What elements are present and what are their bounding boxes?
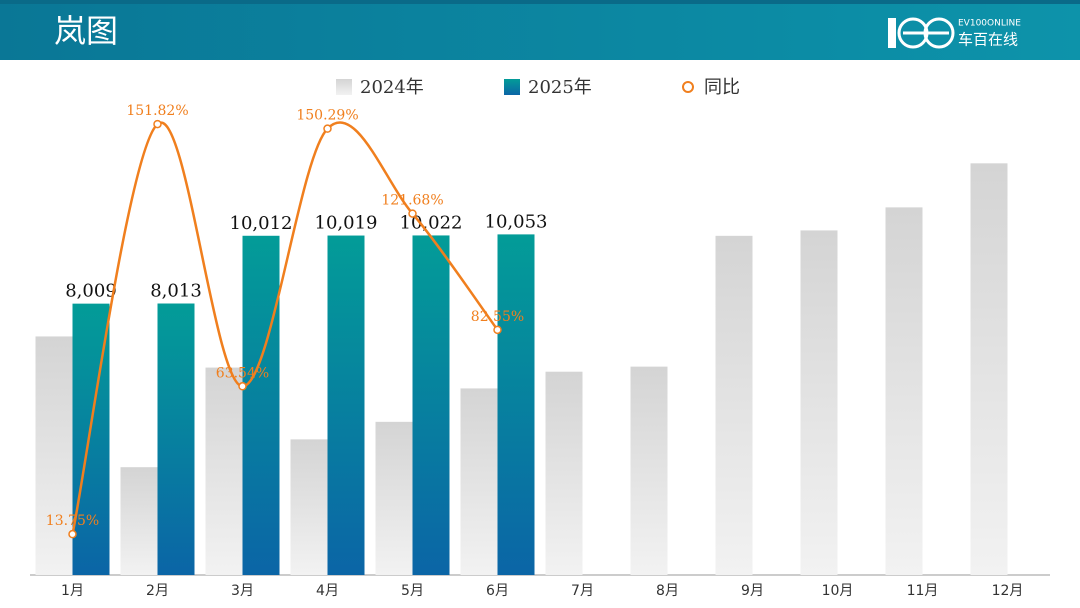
x-tick-label: 9月 (741, 583, 764, 599)
yoy-marker (153, 119, 162, 129)
bar (120, 467, 158, 575)
bar (715, 235, 753, 575)
data-label: 10,053 (485, 211, 548, 232)
bar (242, 235, 280, 575)
x-tick-label: 6月 (486, 583, 509, 599)
x-tick-label: 10月 (822, 583, 854, 599)
yoy-marker (493, 325, 502, 335)
data-label: 10,012 (230, 213, 293, 234)
data-label: 8,013 (150, 281, 202, 302)
legend-marker (682, 81, 694, 93)
logo (888, 17, 955, 49)
data-label: 10,019 (315, 213, 378, 234)
x-tick-label: 1月 (61, 583, 84, 599)
x-tick-label: 7月 (571, 583, 594, 599)
yoy-marker (323, 124, 332, 133)
legend-label: 同比 (704, 77, 740, 98)
legend-swatch (336, 79, 352, 95)
yoy-label: 63.54% (216, 365, 269, 381)
yoy-marker (68, 529, 77, 539)
bar (327, 235, 365, 575)
header-edge (0, 0, 1080, 4)
bar (970, 163, 1008, 576)
bar (800, 230, 838, 575)
legend-label: 2025年 (528, 77, 592, 98)
logo-en: EV100ONLINE (958, 19, 1021, 29)
header-bar (0, 0, 1080, 60)
header-title: 岚图 (54, 12, 118, 50)
bar (157, 303, 195, 575)
bar (375, 421, 413, 575)
bar (885, 207, 923, 575)
yoy-label: 121.68% (381, 193, 443, 209)
x-tick-label: 12月 (992, 583, 1024, 599)
x-tick-label: 11月 (907, 583, 939, 599)
x-tick-label: 8月 (656, 583, 679, 599)
logo-cn: 车百在线 (958, 31, 1018, 49)
bar (205, 367, 243, 575)
yoy-marker (408, 209, 417, 218)
bar (630, 366, 668, 575)
bar (412, 235, 450, 575)
legend-swatch (504, 79, 520, 95)
data-label: 8,009 (65, 281, 117, 302)
bar (497, 234, 535, 575)
x-tick-label: 2月 (146, 583, 169, 599)
yoy-label: 13.75% (46, 513, 99, 529)
yoy-label: 151.82% (126, 103, 188, 119)
bar (460, 388, 498, 575)
x-tick-label: 5月 (401, 583, 424, 599)
yoy-marker (238, 382, 247, 391)
x-tick-label: 4月 (316, 583, 339, 599)
legend-label: 2024年 (360, 77, 424, 98)
x-tick-label: 3月 (231, 583, 254, 599)
bar (545, 371, 583, 575)
bar (290, 439, 328, 575)
yoy-label: 150.29% (296, 108, 358, 124)
bar (35, 336, 73, 575)
yoy-label: 82.55% (471, 309, 524, 325)
